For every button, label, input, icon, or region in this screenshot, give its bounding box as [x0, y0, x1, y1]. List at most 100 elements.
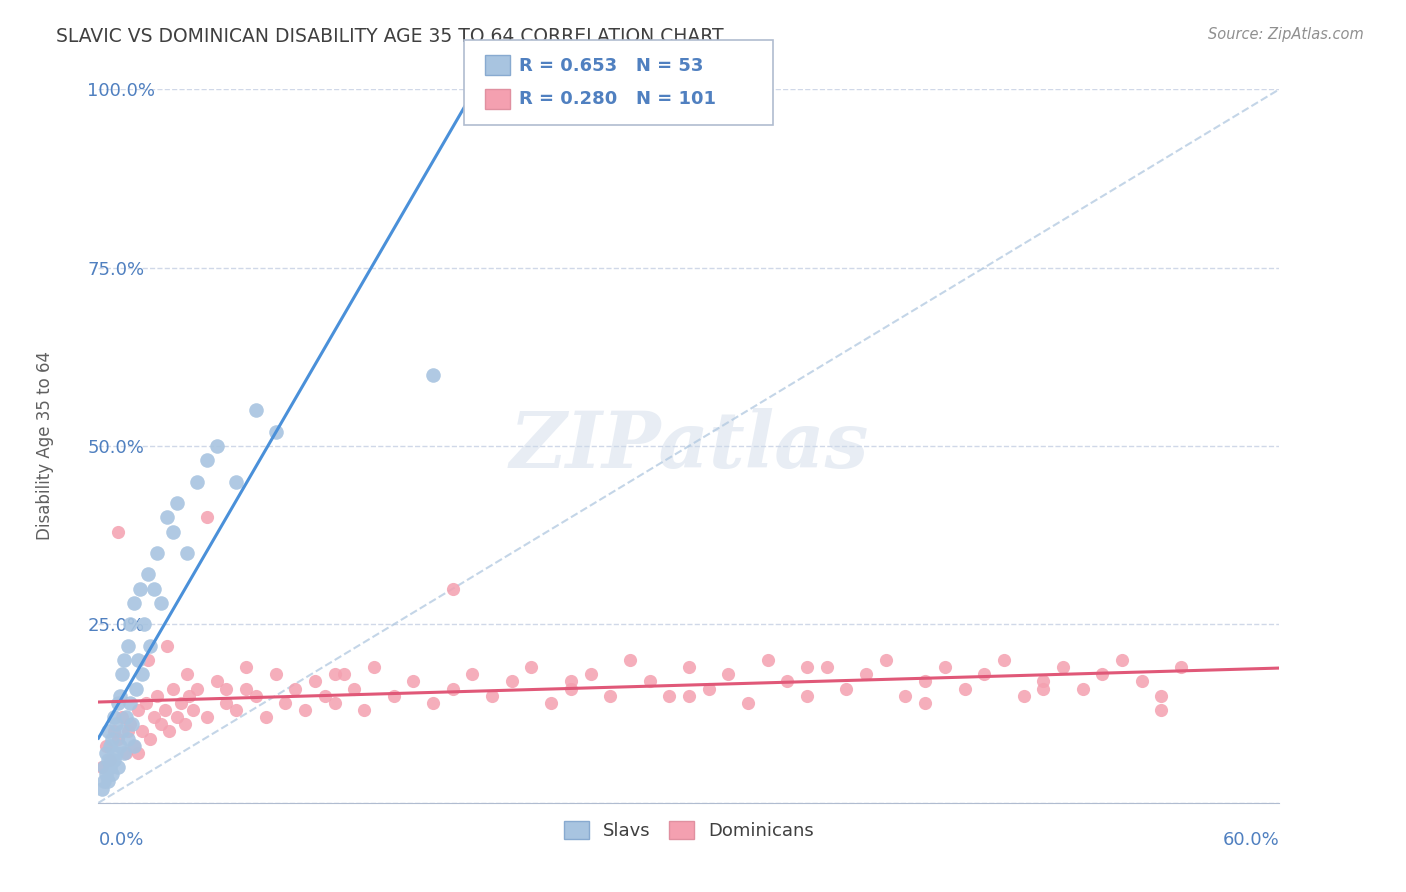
Point — [96, 739, 118, 753]
Point — [274, 696, 297, 710]
Point — [402, 674, 425, 689]
Point — [993, 653, 1015, 667]
Point — [117, 724, 139, 739]
Point — [91, 760, 114, 774]
Point — [97, 753, 120, 767]
Point — [118, 617, 141, 632]
Point — [1150, 689, 1173, 703]
Text: 60.0%: 60.0% — [1223, 831, 1279, 849]
Point — [118, 696, 141, 710]
Point — [108, 739, 131, 753]
Point — [121, 717, 143, 731]
Point — [162, 681, 184, 696]
Point — [776, 674, 799, 689]
Point — [128, 582, 150, 596]
Point — [103, 724, 125, 739]
Point — [93, 774, 115, 789]
Point — [501, 674, 523, 689]
Point — [176, 546, 198, 560]
Point — [93, 760, 115, 774]
Point — [105, 746, 128, 760]
Point — [560, 674, 582, 689]
Point — [195, 510, 218, 524]
Point — [333, 667, 356, 681]
Point — [245, 689, 267, 703]
Point — [125, 681, 148, 696]
Point — [973, 667, 995, 681]
Point — [678, 689, 700, 703]
Point — [103, 710, 125, 724]
Point — [697, 681, 720, 696]
Point — [1091, 667, 1114, 681]
Point — [264, 667, 287, 681]
Point — [131, 724, 153, 739]
Point — [111, 667, 134, 681]
Point — [294, 703, 316, 717]
Point — [254, 710, 277, 724]
Point — [481, 689, 503, 703]
Point — [560, 681, 582, 696]
Point — [1012, 689, 1035, 703]
Point — [195, 453, 218, 467]
Point — [96, 746, 118, 760]
Point — [422, 696, 444, 710]
Point — [314, 689, 336, 703]
Point — [122, 739, 145, 753]
Point — [235, 660, 257, 674]
Point — [115, 710, 138, 724]
Point — [245, 403, 267, 417]
Point — [117, 731, 139, 746]
Point — [156, 510, 179, 524]
Point — [304, 674, 326, 689]
Point — [815, 660, 838, 674]
Point — [1170, 660, 1192, 674]
Point — [678, 660, 700, 674]
Point — [284, 681, 307, 696]
Point — [323, 667, 346, 681]
Point — [98, 739, 121, 753]
Point — [107, 760, 129, 774]
Point — [157, 724, 180, 739]
Point — [953, 681, 976, 696]
Point — [343, 681, 366, 696]
Text: R = 0.653   N = 53: R = 0.653 N = 53 — [519, 57, 703, 75]
Point — [441, 681, 464, 696]
Point — [127, 653, 149, 667]
Point — [353, 703, 375, 717]
Point — [638, 674, 661, 689]
Point — [1111, 653, 1133, 667]
Text: ZIPatlas: ZIPatlas — [509, 408, 869, 484]
Point — [619, 653, 641, 667]
Point — [235, 681, 257, 696]
Point — [98, 753, 121, 767]
Point — [323, 696, 346, 710]
Point — [98, 760, 121, 774]
Point — [166, 710, 188, 724]
Point — [186, 681, 208, 696]
Point — [1071, 681, 1094, 696]
Text: Disability Age 35 to 64: Disability Age 35 to 64 — [37, 351, 55, 541]
Point — [146, 546, 169, 560]
Point — [186, 475, 208, 489]
Point — [101, 767, 124, 781]
Point — [717, 667, 740, 681]
Point — [112, 746, 135, 760]
Point — [914, 696, 936, 710]
Point — [737, 696, 759, 710]
Point — [132, 617, 155, 632]
Point — [138, 639, 160, 653]
Point — [150, 717, 173, 731]
Point — [796, 689, 818, 703]
Point — [112, 653, 135, 667]
Point — [195, 710, 218, 724]
Point — [155, 703, 177, 717]
Point — [111, 710, 134, 724]
Point — [150, 596, 173, 610]
Point — [108, 689, 131, 703]
Point — [136, 567, 159, 582]
Point — [118, 717, 141, 731]
Text: SLAVIC VS DOMINICAN DISABILITY AGE 35 TO 64 CORRELATION CHART: SLAVIC VS DOMINICAN DISABILITY AGE 35 TO… — [56, 27, 724, 45]
Point — [579, 667, 602, 681]
Point — [215, 696, 238, 710]
Point — [105, 717, 128, 731]
